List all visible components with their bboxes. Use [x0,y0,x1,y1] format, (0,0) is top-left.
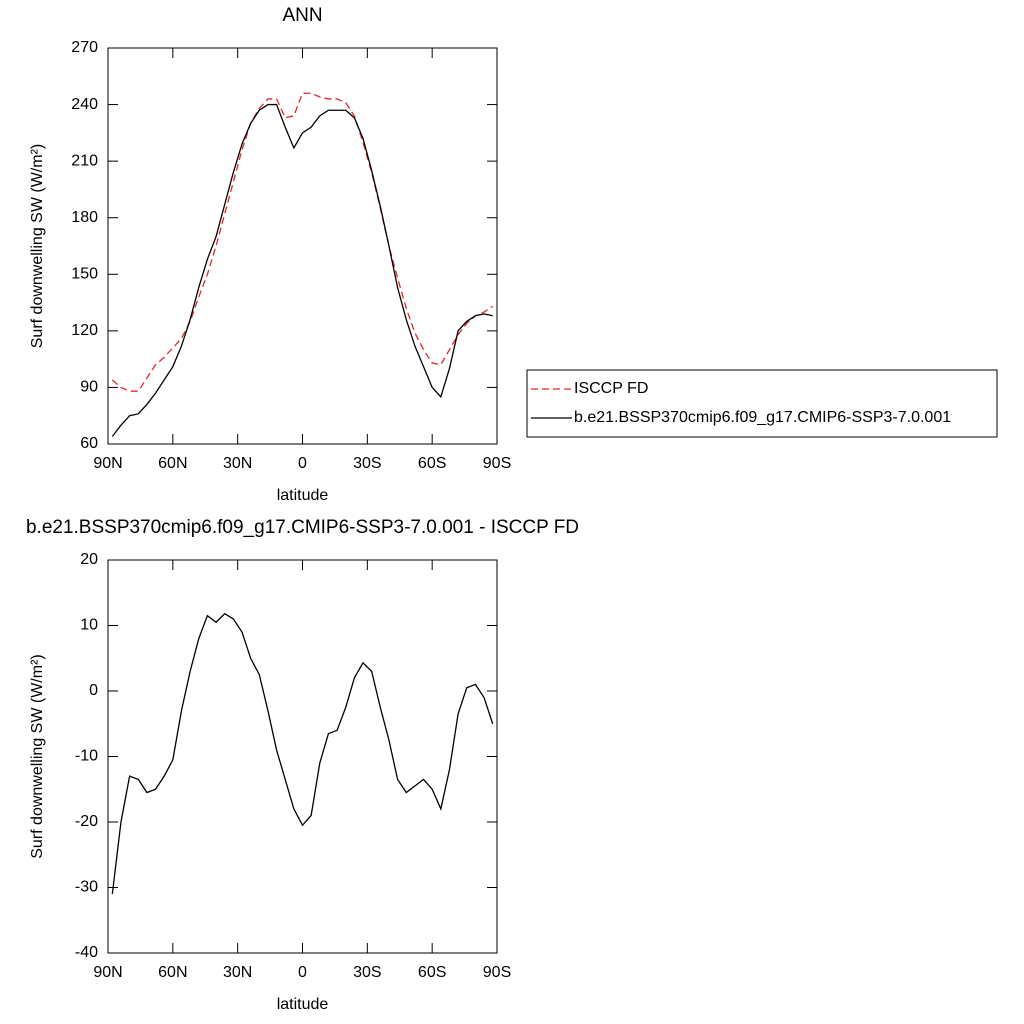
y-tick-label: 0 [89,682,98,699]
y-tick-label: 180 [71,209,98,226]
y-axis-label: Surf downwelling SW (W/m²) [29,144,46,348]
y-tick-label: 10 [80,617,98,634]
x-tick-label: 30N [223,455,252,472]
x-tick-label: 90S [483,964,511,981]
legend-box [526,369,998,438]
y-tick-label: 20 [80,551,98,568]
x-tick-label: 0 [298,964,307,981]
y-tick-label: 270 [71,39,98,56]
y-tick-label: -20 [75,813,98,830]
y-tick-label: 60 [80,435,98,452]
x-axis-label: latitude [277,487,329,504]
x-tick-label: 60N [158,455,187,472]
legend-label: ISCCP FD [574,380,648,397]
x-tick-label: 60S [418,964,446,981]
x-tick-label: 90N [93,455,122,472]
y-tick-label: 150 [71,266,98,283]
y-tick-label: 120 [71,322,98,339]
y-axis-label: Surf downwelling SW (W/m²) [29,654,46,858]
data-line [111,612,494,895]
x-tick-label: 30N [223,964,252,981]
plot-frame [107,559,498,954]
plot-frame [107,47,498,445]
y-tick-label: 90 [80,379,98,396]
y-tick-label: -40 [75,944,98,961]
chart-title: b.e21.BSSP370cmip6.f09_g17.CMIP6-SSP3-7.… [26,517,579,538]
data-line [111,103,493,437]
x-tick-label: 30S [353,964,381,981]
legend-label: b.e21.BSSP370cmip6.f09_g17.CMIP6-SSP3-7.… [574,409,951,426]
x-tick-label: 60S [418,455,446,472]
data-line [111,92,494,392]
y-tick-label: -10 [75,748,98,765]
x-tick-label: 0 [298,455,307,472]
x-tick-label: 90N [93,964,122,981]
y-tick-label: -30 [75,879,98,896]
chart-title: ANN [282,5,322,26]
x-tick-label: 60N [158,964,187,981]
x-axis-label: latitude [277,996,329,1013]
x-tick-label: 30S [353,455,381,472]
x-tick-label: 90S [483,455,511,472]
y-tick-label: 210 [71,152,98,169]
y-tick-label: 240 [71,96,98,113]
